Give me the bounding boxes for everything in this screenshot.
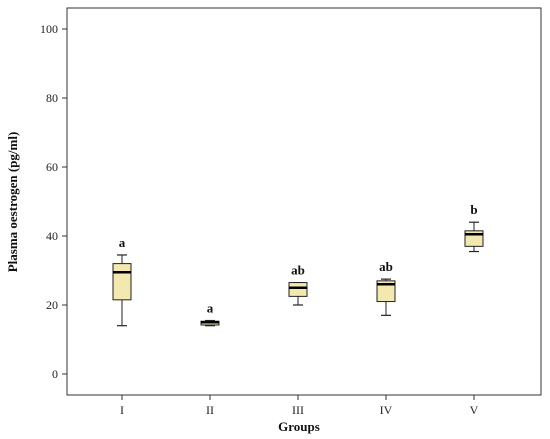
- x-axis-title: Groups: [278, 419, 320, 434]
- iqr-box: [376, 280, 396, 303]
- box-group-I: a: [112, 235, 132, 327]
- significance-letter: b: [470, 202, 477, 217]
- x-tick-label: I: [120, 403, 124, 417]
- y-tick-label: 100: [40, 22, 58, 36]
- x-axis: IIIIIIIVVVI: [120, 395, 479, 417]
- box-group-IV: ab: [376, 259, 396, 316]
- x-tick-label: IV: [380, 403, 393, 417]
- significance-letter: a: [119, 235, 126, 250]
- y-tick-label: 60: [46, 160, 58, 174]
- box-group-II: a: [200, 301, 220, 327]
- y-tick-label: 0: [52, 367, 58, 381]
- x-tick-label: II: [206, 403, 214, 417]
- x-tick-label: V: [470, 403, 479, 417]
- iqr-box: [288, 282, 308, 297]
- y-tick-label: 40: [46, 229, 58, 243]
- iqr-box: [112, 263, 132, 301]
- boxes-layer: aaababbbc: [112, 202, 484, 327]
- plot-frame: [66, 7, 542, 396]
- box-group-V: b: [464, 202, 484, 253]
- y-axis: 0 20 40 60 80 100: [40, 22, 67, 381]
- box-group-III: ab: [288, 263, 308, 306]
- y-axis-title: Plasma oestrogen (pg/ml): [5, 132, 20, 273]
- x-tick-label: III: [292, 403, 304, 417]
- significance-letter: a: [207, 301, 214, 316]
- significance-letter: ab: [379, 259, 393, 274]
- significance-letter: ab: [291, 263, 305, 278]
- y-tick-label: 80: [46, 91, 58, 105]
- y-tick-label: 20: [46, 298, 58, 312]
